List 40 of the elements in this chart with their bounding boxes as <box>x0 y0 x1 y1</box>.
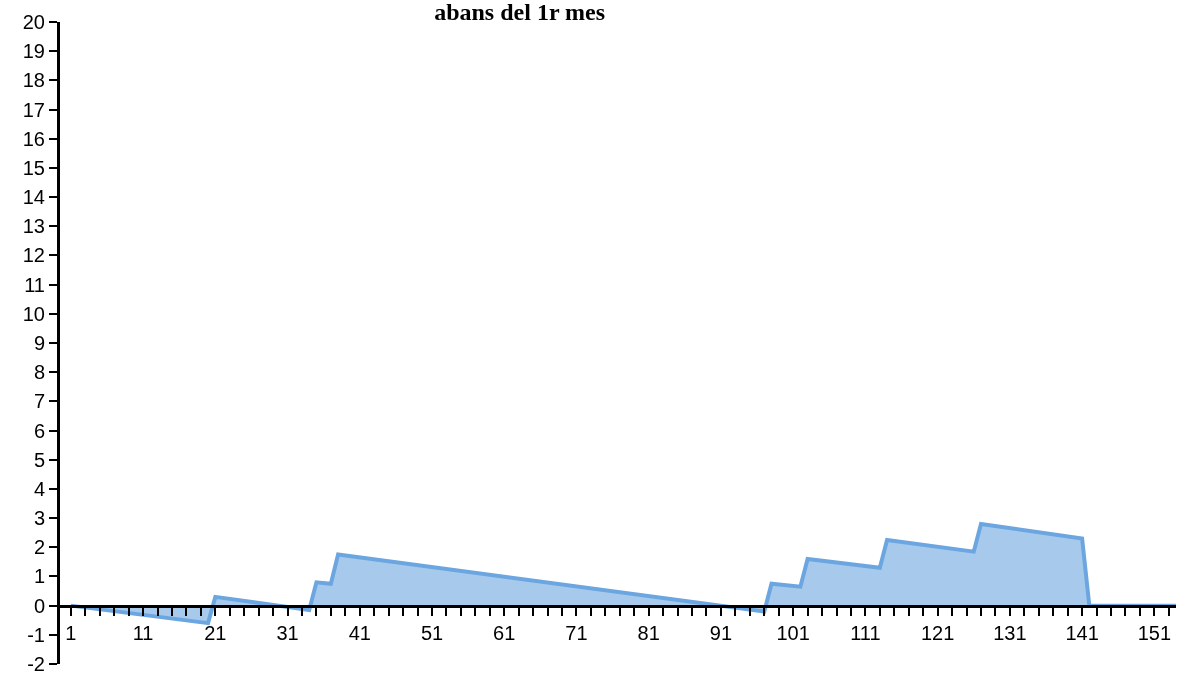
y-tick-label: 13 <box>22 215 45 238</box>
y-tick-label: 20 <box>22 11 45 33</box>
x-tick-label: 131 <box>993 621 1027 644</box>
x-tick-label: 21 <box>204 621 227 644</box>
y-tick-label: 1 <box>33 565 45 588</box>
x-tick-label: 61 <box>493 621 516 644</box>
x-tick-label: 151 <box>1137 621 1172 644</box>
chart-title: abans del 1r mes <box>434 0 606 26</box>
y-tick-label: 2 <box>33 536 45 559</box>
x-tick-label: 101 <box>776 621 810 644</box>
x-tick-label: 81 <box>637 621 660 644</box>
y-tick-label: 16 <box>22 127 45 150</box>
x-tick-label: 1 <box>65 621 77 644</box>
y-tick-label: 4 <box>33 477 45 500</box>
y-tick-label: 8 <box>33 361 45 384</box>
y-tick-label: 5 <box>33 448 45 471</box>
y-tick-label: -2 <box>27 653 45 675</box>
y-tick-label: 12 <box>22 244 45 267</box>
x-tick-label: 41 <box>348 621 371 644</box>
y-tick-label: 17 <box>22 98 45 121</box>
y-tick-label: -1 <box>27 623 45 646</box>
y-tick-label: 15 <box>22 156 45 179</box>
x-tick-label: 11 <box>132 621 154 644</box>
y-tick-label: 9 <box>33 332 45 354</box>
y-tick-label: 18 <box>22 69 45 92</box>
x-tick-label: 91 <box>709 621 733 644</box>
y-tick-label: 7 <box>33 390 45 413</box>
x-tick-label: 51 <box>420 621 444 644</box>
y-tick-label: 14 <box>22 186 45 209</box>
y-tick-label: 3 <box>33 507 45 530</box>
x-tick-label: 121 <box>920 621 955 644</box>
y-tick-label: 11 <box>24 273 45 296</box>
y-tick-label: 6 <box>33 419 45 442</box>
x-tick-label: 141 <box>1065 621 1099 644</box>
y-tick-label: 19 <box>22 40 45 63</box>
x-tick-label: 71 <box>565 621 588 644</box>
y-tick-label: 0 <box>33 594 45 617</box>
y-tick-label: 10 <box>22 302 45 325</box>
x-tick-label: 31 <box>276 621 299 644</box>
x-tick-label: 111 <box>850 621 881 644</box>
